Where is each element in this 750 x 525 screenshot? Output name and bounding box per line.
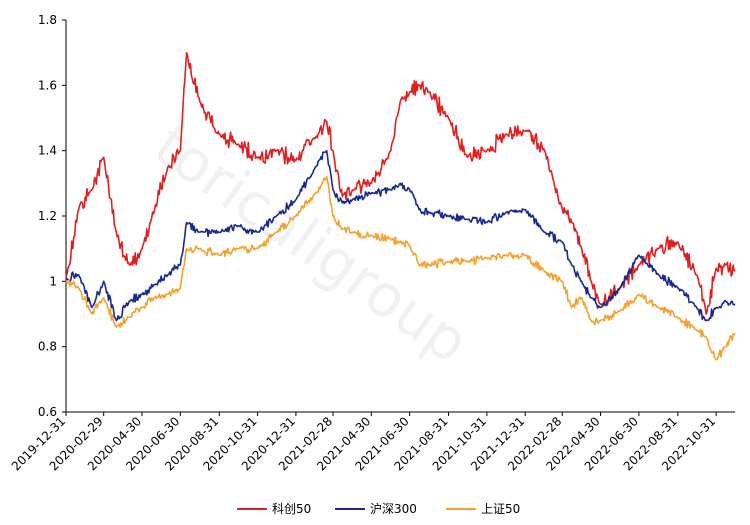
series-line-3 xyxy=(65,176,736,361)
y-tick-label: 1.8 xyxy=(38,13,57,27)
legend-label-1: 科创50 xyxy=(272,502,311,516)
y-tick-label: 1 xyxy=(49,274,57,288)
series-layer xyxy=(65,51,736,361)
chart-legend: 科创50 沪深300 上证50 xyxy=(237,502,520,516)
y-tick-label: 0.8 xyxy=(38,340,57,354)
y-tick-label: 0.6 xyxy=(38,405,57,419)
y-tick-label: 1.6 xyxy=(38,78,57,92)
legend-label-2: 沪深300 xyxy=(370,502,417,516)
legend-label-3: 上证50 xyxy=(481,502,520,516)
series-line-1 xyxy=(65,51,736,315)
y-tick-label: 1.2 xyxy=(38,209,57,223)
series-line-2 xyxy=(65,149,736,322)
watermark-text: toricaligroup xyxy=(142,111,481,377)
y-tick-label: 1.4 xyxy=(38,144,57,158)
chart-axes: 0.60.811.21.41.61.82019-12-312020-02-292… xyxy=(9,13,735,473)
